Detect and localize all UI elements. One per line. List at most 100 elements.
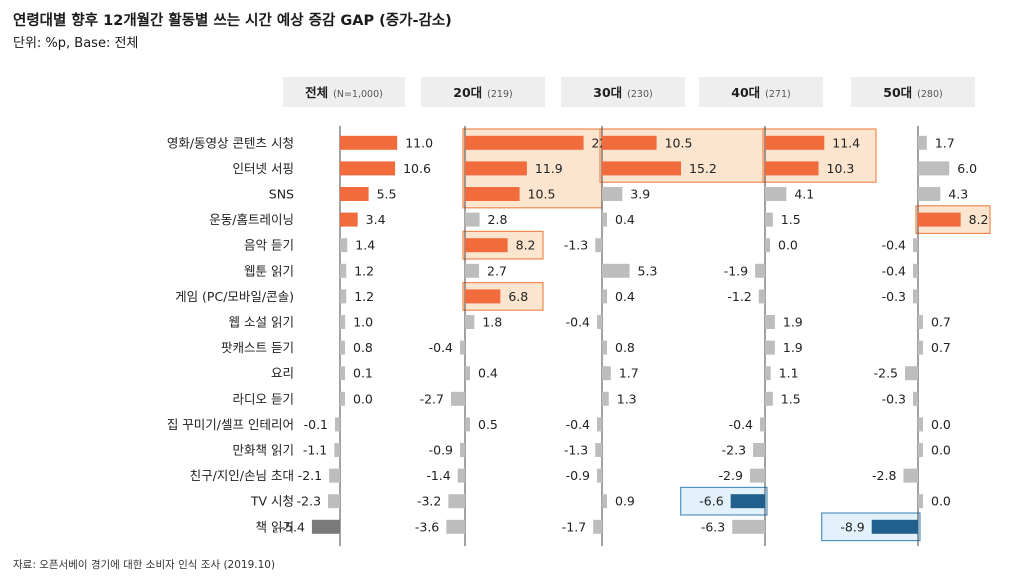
bar-s1-r0 xyxy=(465,135,584,150)
bar-s1-r5 xyxy=(465,263,480,278)
category-label-13: 친구/지인/손님 초대 xyxy=(190,468,294,483)
value-label-s3-r15: -6.3 xyxy=(701,519,725,534)
value-label-s0-r4: 1.4 xyxy=(355,238,375,253)
bar-s3-r5 xyxy=(755,263,765,278)
bar-s1-r10 xyxy=(450,391,465,406)
bar-s0-r12 xyxy=(334,443,340,457)
bar-s0-r5 xyxy=(340,263,347,278)
bar-s2-r9 xyxy=(602,366,611,381)
value-label-s0-r3: 3.4 xyxy=(366,212,386,227)
bar-s2-r12 xyxy=(595,443,602,457)
value-label-s4-r13: -2.8 xyxy=(872,468,896,483)
value-label-s2-r7: -0.4 xyxy=(566,315,590,330)
bar-s3-r0 xyxy=(765,135,825,150)
value-label-s2-r6: 0.4 xyxy=(615,289,635,304)
bar-s1-r3 xyxy=(465,212,480,227)
category-label-6: 게임 (PC/모바일/콘솔) xyxy=(175,289,294,304)
series-header-0 xyxy=(283,77,405,107)
value-label-s0-r15: -5.4 xyxy=(281,519,305,534)
value-label-s0-r8: 0.8 xyxy=(353,340,373,355)
bar-s0-r8 xyxy=(340,340,345,355)
series-header-label-1: 20대 (219) xyxy=(453,85,512,100)
bar-s0-r1 xyxy=(340,161,396,176)
bar-s4-r13 xyxy=(903,468,918,483)
bar-s3-r13 xyxy=(749,468,765,483)
bar-s2-r15 xyxy=(593,519,602,534)
bar-s3-r9 xyxy=(765,366,771,381)
bar-s1-r4 xyxy=(465,238,508,253)
value-label-s0-r12: -1.1 xyxy=(303,443,327,458)
category-label-10: 라디오 듣기 xyxy=(233,391,294,406)
bar-s4-r0 xyxy=(918,135,927,150)
value-label-s4-r14: 0.0 xyxy=(931,494,951,509)
category-label-11: 집 꾸미기/셀프 인테리어 xyxy=(167,417,294,432)
value-label-s4-r7: 0.7 xyxy=(931,315,951,330)
value-label-s1-r15: -3.6 xyxy=(415,519,439,534)
value-label-s4-r3: 8.2 xyxy=(969,212,989,227)
bar-s1-r15 xyxy=(446,519,465,534)
value-label-s0-r7: 1.0 xyxy=(353,315,373,330)
value-label-s1-r10: -2.7 xyxy=(420,391,444,406)
value-label-s2-r11: -0.4 xyxy=(566,417,590,432)
value-label-s2-r10: 1.3 xyxy=(617,391,637,406)
bar-s3-r11 xyxy=(760,417,765,432)
category-label-5: 웹툰 읽기 xyxy=(244,263,294,278)
value-label-s1-r5: 2.7 xyxy=(487,263,507,278)
value-label-s2-r4: -1.3 xyxy=(564,238,588,253)
value-label-s4-r12: 0.0 xyxy=(931,443,951,458)
bar-s4-r7 xyxy=(918,315,923,329)
bar-s2-r1 xyxy=(602,161,682,176)
value-label-s3-r12: -2.3 xyxy=(722,443,746,458)
bar-s1-r8 xyxy=(460,340,465,355)
bar-s3-r10 xyxy=(765,391,773,406)
category-label-3: 운동/홈트레이닝 xyxy=(209,212,294,227)
value-label-s2-r5: 5.3 xyxy=(638,263,658,278)
bar-s1-r12 xyxy=(460,443,465,457)
bar-s4-r12 xyxy=(918,443,923,457)
bar-s4-r8 xyxy=(918,340,923,355)
bar-s3-r12 xyxy=(753,443,765,457)
bar-s2-r13 xyxy=(597,468,602,483)
value-label-s3-r2: 4.1 xyxy=(794,187,814,202)
value-label-s4-r4: -0.4 xyxy=(882,238,906,253)
value-label-s4-r10: -0.3 xyxy=(882,391,906,406)
bar-s0-r11 xyxy=(335,417,340,432)
value-label-s1-r7: 1.8 xyxy=(482,315,502,330)
decrease-highlight-box-5 xyxy=(680,486,768,516)
value-label-s1-r9: 0.4 xyxy=(478,366,498,381)
bar-s4-r9 xyxy=(905,366,918,381)
category-label-12: 만화책 읽기 xyxy=(233,443,294,458)
value-label-s2-r12: -1.3 xyxy=(564,443,588,458)
bar-s3-r3 xyxy=(765,212,773,227)
category-label-4: 음악 듣기 xyxy=(244,238,294,253)
value-label-s3-r7: 1.9 xyxy=(783,315,803,330)
series-header-label-3: 40대 (271) xyxy=(731,85,790,100)
bar-s4-r10 xyxy=(913,391,918,406)
chart-title: 연령대별 향후 12개월간 활동별 쓰는 시간 예상 증감 GAP (증가-감소… xyxy=(13,13,452,29)
bar-s4-r11 xyxy=(918,417,923,432)
value-label-s4-r11: 0.0 xyxy=(931,417,951,432)
bar-s3-r6 xyxy=(758,289,765,304)
value-label-s3-r8: 1.9 xyxy=(783,340,803,355)
value-label-s3-r1: 10.3 xyxy=(827,161,855,176)
bar-s3-r8 xyxy=(765,340,775,355)
value-label-s3-r14: -6.6 xyxy=(699,494,723,509)
category-label-14: TV 시청 xyxy=(250,494,294,509)
value-label-s4-r5: -0.4 xyxy=(882,263,906,278)
bar-s4-r1 xyxy=(918,161,950,176)
bar-s2-r8 xyxy=(602,340,607,355)
bar-s4-r2 xyxy=(918,187,941,201)
bar-s1-r9 xyxy=(465,366,470,381)
bar-s0-r10 xyxy=(340,391,345,406)
bar-s3-r2 xyxy=(765,187,787,201)
value-label-s4-r0: 1.7 xyxy=(935,135,955,150)
value-label-s3-r0: 11.4 xyxy=(832,135,860,150)
bar-s1-r2 xyxy=(465,187,520,201)
value-label-s0-r1: 10.6 xyxy=(403,161,431,176)
value-label-s2-r13: -0.9 xyxy=(566,468,590,483)
value-label-s2-r2: 3.9 xyxy=(630,187,650,202)
source-note: 자료: 오픈서베이 경기에 대한 소비자 인식 조사 (2019.10) xyxy=(13,559,276,571)
value-label-s2-r14: 0.9 xyxy=(615,494,635,509)
value-label-s3-r4: 0.0 xyxy=(778,238,798,253)
